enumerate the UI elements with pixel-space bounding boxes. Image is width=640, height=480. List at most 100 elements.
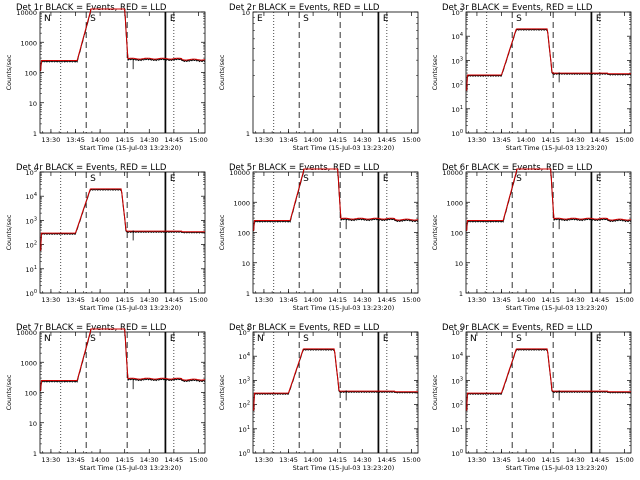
lld-curve: [40, 188, 205, 251]
y-tick-label: 10: [242, 9, 250, 17]
event-marker-e: E: [170, 14, 176, 24]
plot-frame: [252, 171, 419, 294]
x-tick-label: 14:30: [566, 136, 585, 144]
x-tick-label: 14:30: [353, 136, 372, 144]
lld-curve: [466, 168, 632, 231]
y-tick-label: 1000: [233, 199, 250, 207]
plot-frame: [252, 11, 419, 134]
y-axis-label: Counts/sec: [431, 214, 439, 250]
y-tick-label: 103: [452, 376, 463, 385]
x-tick-label: 14:15: [328, 456, 347, 464]
x-tick-label: 14:45: [164, 456, 183, 464]
detector-panel: Det 3r BLACK = Events, RED = LLD 100 101 10…: [431, 3, 634, 152]
plot-frame: [465, 11, 632, 134]
x-tick-label: 14:15: [541, 296, 560, 304]
y-tick-label: 100: [25, 70, 37, 78]
events-curve: [465, 168, 632, 232]
y-tick-label: 10: [455, 260, 463, 268]
detector-panel: Det 6r BLACK = Events, RED = LLD 1 10 100 10…: [431, 163, 634, 312]
x-tick-label: 15:00: [189, 296, 208, 304]
y-tick-label: 102: [452, 81, 463, 90]
event-marker-e: E: [170, 334, 176, 344]
y-tick-label: 104: [452, 32, 463, 41]
y-tick-label: 103: [452, 56, 463, 65]
x-tick-label: 14:00: [304, 456, 323, 464]
event-marker-n: N: [44, 334, 51, 344]
x-tick-label: 14:45: [377, 456, 396, 464]
y-tick-label: 10000: [442, 169, 463, 177]
event-marker-s: S: [516, 334, 522, 344]
x-tick-label: 15:00: [615, 296, 634, 304]
x-tick-label: 13:30: [468, 296, 487, 304]
x-tick-label: 14:45: [377, 296, 396, 304]
y-tick-label: 101: [452, 425, 463, 434]
x-tick-label: 15:00: [615, 456, 634, 464]
y-tick-label: 100: [25, 390, 37, 398]
x-tick-label: 14:30: [566, 296, 585, 304]
plot-frame: [252, 331, 419, 454]
detector-panel: Det 4r BLACK = Events, RED = LLD 100 101 10…: [5, 163, 208, 312]
x-tick-label: 14:45: [590, 296, 609, 304]
x-tick-label: 14:15: [115, 136, 134, 144]
y-tick-label: 105: [452, 328, 463, 337]
x-axis-label: Start Time (15-Jul-03 13:23:20): [293, 304, 395, 312]
x-tick-label: 14:30: [140, 136, 159, 144]
x-tick-label: 13:30: [255, 456, 274, 464]
panel-title: Det 4r BLACK = Events, RED = LLD: [16, 163, 167, 173]
panel-title: Det 3r BLACK = Events, RED = LLD: [442, 3, 593, 13]
event-marker-e: E: [596, 334, 602, 344]
events-curve: [252, 168, 419, 232]
event-marker-s: S: [303, 14, 309, 24]
panel-title: Det 1r BLACK = Events, RED = LLD: [16, 3, 167, 13]
detector-panel: Det 1r BLACK = Events, RED = LLD 1 10 100 10…: [5, 3, 208, 152]
event-marker-s: S: [90, 14, 96, 24]
x-tick-label: 13:45: [279, 296, 298, 304]
y-tick-label: 10000: [16, 329, 37, 337]
detector-panel: Det 7r BLACK = Events, RED = LLD 1 10 100 10…: [5, 323, 208, 472]
events-curve: [39, 328, 206, 392]
y-tick-label: 1: [33, 130, 37, 138]
x-axis-label: Start Time (15-Jul-03 13:23:20): [293, 144, 395, 152]
x-tick-label: 14:00: [517, 456, 536, 464]
x-tick-label: 14:00: [91, 296, 110, 304]
x-tick-label: 14:00: [91, 136, 110, 144]
x-tick-label: 14:00: [517, 136, 536, 144]
y-tick-label: 101: [26, 265, 37, 274]
plot-frame: [39, 331, 206, 454]
panel-title: Det 7r BLACK = Events, RED = LLD: [16, 323, 167, 333]
x-tick-label: 13:30: [255, 136, 274, 144]
y-tick-label: 1: [459, 290, 463, 298]
plot-frame: [465, 331, 632, 454]
x-tick-label: 13:45: [66, 296, 85, 304]
panel-title: Det 8r BLACK = Events, RED = LLD: [229, 323, 380, 333]
plot-frame: [39, 171, 206, 294]
y-tick-label: 1: [246, 290, 250, 298]
y-tick-label: 100: [452, 449, 463, 458]
x-tick-label: 14:45: [590, 136, 609, 144]
x-tick-label: 14:30: [140, 456, 159, 464]
y-axis-label: Counts/sec: [5, 374, 13, 410]
event-marker-e: E: [170, 174, 176, 184]
y-tick-label: 1: [246, 130, 250, 138]
y-tick-label: 10000: [229, 169, 250, 177]
x-tick-label: 15:00: [402, 296, 421, 304]
x-tick-label: 14:30: [140, 296, 159, 304]
y-tick-label: 102: [26, 241, 37, 250]
y-axis-label: Counts/sec: [5, 214, 13, 250]
y-tick-label: 100: [26, 289, 37, 298]
x-tick-label: 15:00: [189, 136, 208, 144]
panel-title: Det 5r BLACK = Events, RED = LLD: [229, 163, 380, 173]
x-tick-label: 14:15: [328, 136, 347, 144]
y-tick-label: 103: [26, 216, 37, 225]
x-tick-label: 15:00: [402, 456, 421, 464]
event-marker-s: S: [90, 174, 96, 184]
y-axis-label: Counts/sec: [218, 54, 226, 90]
y-axis-label: Counts/sec: [431, 54, 439, 90]
event-marker-s: S: [516, 14, 522, 24]
y-tick-label: 1000: [446, 199, 463, 207]
panel-title: Det 2r BLACK = Events, RED = LLD: [229, 3, 380, 13]
event-marker-e: E: [383, 174, 389, 184]
y-axis-label: Counts/sec: [431, 374, 439, 410]
y-tick-label: 104: [26, 192, 37, 201]
x-tick-label: 13:45: [492, 136, 511, 144]
